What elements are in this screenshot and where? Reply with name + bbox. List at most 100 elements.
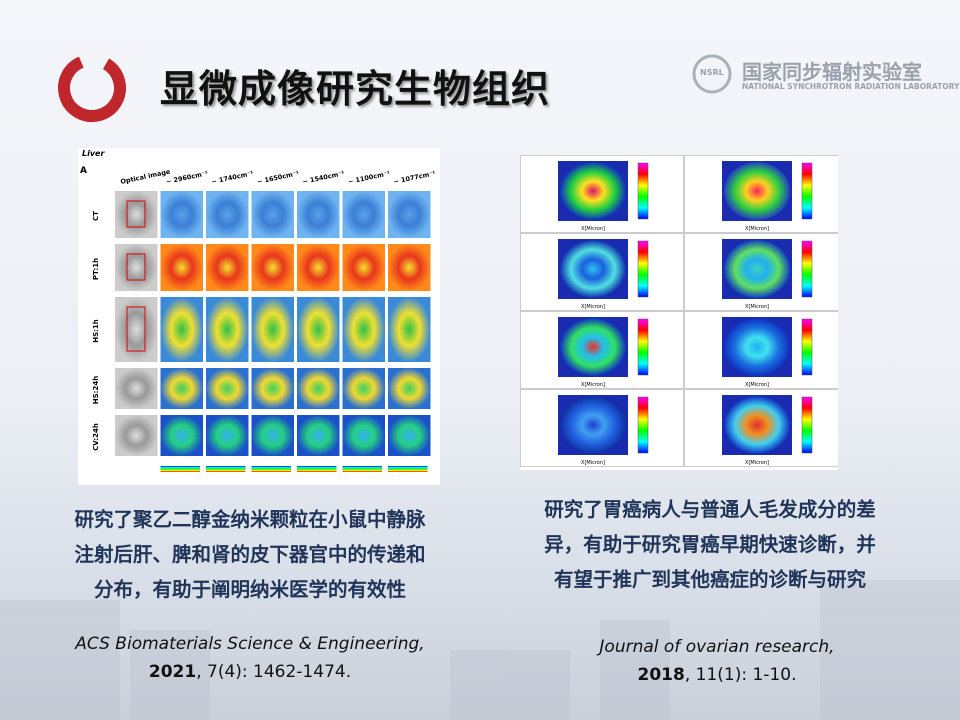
- spectral-map: [388, 244, 431, 291]
- x-axis-label: X[Micron]: [745, 226, 769, 232]
- caption-line: 有望于推广到其他癌症的诊断与研究: [553, 568, 866, 591]
- spectral-map: [251, 191, 294, 238]
- year: 2018: [637, 665, 685, 685]
- spectral-map: [206, 191, 249, 238]
- panel-border: [684, 233, 838, 311]
- x-axis-label: X[Micron]: [581, 304, 605, 310]
- spectral-map: [297, 415, 340, 456]
- row-label: HS:1h: [92, 319, 100, 343]
- journal: ACS Biomaterials Science & Engineering,: [75, 634, 425, 654]
- spectral-map: [251, 244, 294, 291]
- colorbar: [251, 466, 291, 472]
- spectral-map: [297, 191, 340, 238]
- right-citation: Journal of ovarian research, 2018, 11(1)…: [487, 633, 947, 689]
- year: 2021: [148, 662, 197, 682]
- caption-line: 异，有助于研究胃癌早期快速诊断，并: [544, 533, 876, 556]
- volume-pages: , 11(1): 1-10.: [684, 665, 797, 685]
- panel-border: [520, 389, 684, 467]
- spectral-map: [342, 244, 385, 291]
- colorbar: [637, 318, 649, 376]
- spectral-map: [342, 415, 385, 456]
- hair-map: [560, 240, 626, 298]
- colorbar: [637, 396, 649, 454]
- roi-box: [126, 253, 146, 281]
- colorbar: [801, 240, 813, 298]
- row-label: PT:1h: [92, 258, 100, 280]
- caption-line: 分布，有助于阐明纳米医学的有效性: [93, 578, 406, 601]
- spectral-map: [160, 368, 203, 409]
- hair-map: [724, 318, 790, 376]
- x-axis-label: X[Micron]: [581, 382, 605, 388]
- roi-box: [126, 200, 146, 228]
- right-caption: 研究了胃癌病人与普通人毛发成分的差 异，有助于研究胃癌早期快速诊断，并 有望于推…: [480, 492, 940, 597]
- optical-image: [115, 191, 158, 238]
- colorbar: [801, 396, 813, 454]
- title: 显微成像研究生物组织: [160, 67, 551, 111]
- column-header: Optical image: [120, 167, 172, 185]
- spectral-map: [342, 297, 385, 362]
- x-axis-label: X[Micron]: [581, 460, 605, 466]
- spectral-map: [160, 415, 203, 456]
- citation-detail: 2018, 11(1): 1-10.: [487, 661, 947, 689]
- panel-border: [684, 311, 838, 389]
- optical-image: [115, 415, 158, 456]
- x-axis-label: X[Micron]: [581, 226, 605, 232]
- spectral-map: [160, 191, 203, 238]
- spectral-map: [297, 297, 340, 362]
- left-caption: 研究了聚乙二醇金纳米颗粒在小鼠中静脉 注射后肝、脾和肾的皮下器官中的传递和 分布…: [20, 502, 480, 607]
- spectral-map: [160, 244, 203, 291]
- column-header: ~ 1100cm⁻¹: [347, 169, 391, 186]
- spectral-map: [297, 368, 340, 409]
- volume-pages: , 7(4): 1462-1474.: [196, 662, 352, 682]
- row-label: CT: [92, 211, 100, 221]
- spectral-map: [388, 368, 431, 409]
- citation-detail: 2021, 7(4): 1462-1474.: [20, 658, 480, 686]
- spectral-map: [206, 244, 249, 291]
- caption-line: 研究了聚乙二醇金纳米颗粒在小鼠中静脉: [74, 508, 426, 531]
- colorbar: [160, 466, 200, 472]
- hair-map: [724, 162, 790, 220]
- colorbar: [388, 466, 428, 472]
- organ-label: Liver: [82, 149, 105, 158]
- hair-map: [724, 396, 790, 454]
- spectral-map: [388, 191, 431, 238]
- lab-logo-ring: [692, 54, 732, 94]
- spectral-map: [206, 297, 249, 362]
- spectral-map: [388, 415, 431, 456]
- spectral-map: [342, 191, 385, 238]
- panel-border: [520, 155, 684, 233]
- column-header: ~ 1740cm⁻¹: [211, 169, 255, 186]
- spectral-map: [342, 368, 385, 409]
- caption-line: 注射后肝、脾和肾的皮下器官中的传递和: [74, 543, 426, 566]
- lab-logo: NSRL: [700, 68, 724, 77]
- hair-map: [560, 162, 626, 220]
- x-axis-label: X[Micron]: [745, 460, 769, 466]
- optical-image: [115, 368, 158, 409]
- spectral-map: [251, 297, 294, 362]
- panel-border: [520, 233, 684, 311]
- spectral-map: [251, 415, 294, 456]
- column-header: ~ 2960cm⁻¹: [165, 169, 209, 186]
- colorbar: [637, 240, 649, 298]
- spectral-map: [251, 368, 294, 409]
- hair-map: [724, 240, 790, 298]
- spectral-map: [297, 244, 340, 291]
- panel-letter: A: [80, 166, 87, 176]
- logo: [58, 54, 126, 122]
- hair-map: [560, 396, 626, 454]
- optical-image: [115, 244, 158, 291]
- colorbar: [801, 162, 813, 220]
- panel-border: [684, 155, 838, 233]
- roi-box: [126, 306, 146, 352]
- x-axis-label: X[Micron]: [745, 382, 769, 388]
- spectral-map: [206, 415, 249, 456]
- journal: Journal of ovarian research,: [599, 637, 835, 657]
- column-header: ~ 1540cm⁻¹: [302, 169, 346, 186]
- column-header: ~ 1650cm⁻¹: [256, 169, 300, 186]
- hair-map: [560, 318, 626, 376]
- row-label: CV:24h: [92, 423, 100, 451]
- colorbar: [342, 466, 382, 472]
